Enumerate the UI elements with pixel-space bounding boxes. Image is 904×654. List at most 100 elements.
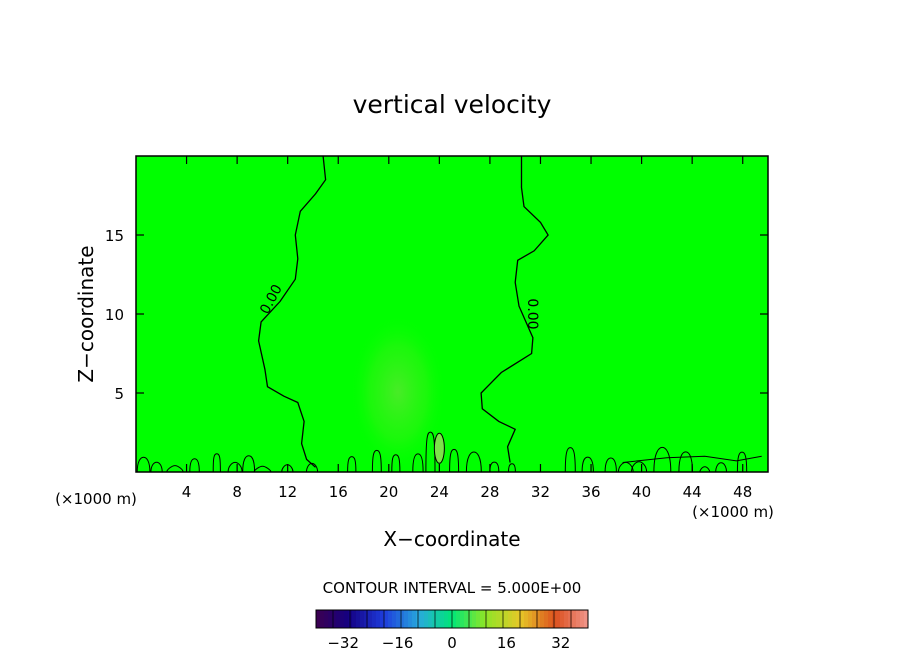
surface-contour xyxy=(508,463,516,473)
colorbar-cell xyxy=(464,610,469,628)
colorbar-cell xyxy=(384,610,389,628)
x-tick-label: 40 xyxy=(632,483,651,501)
surface-contour xyxy=(306,462,319,473)
x-tick-label: 24 xyxy=(430,483,449,501)
colorbar-cell xyxy=(408,610,413,628)
colorbar-cell xyxy=(364,610,369,628)
colorbar-cell xyxy=(580,610,585,628)
colorbar-tick-label: −16 xyxy=(382,634,414,652)
y-tick-marks: 5 10 15 xyxy=(105,227,768,403)
colorbar-cell xyxy=(516,610,521,628)
y-tick-label: 10 xyxy=(105,306,124,324)
surface-contour xyxy=(391,454,401,473)
x-axis-label: X−coordinate xyxy=(383,527,520,551)
x-tick-label: 28 xyxy=(480,483,499,501)
colorbar-cell xyxy=(400,610,405,628)
colorbar-cell xyxy=(492,610,497,628)
colorbar-cell xyxy=(436,610,441,628)
colorbar-cell xyxy=(396,610,401,628)
contour-lines xyxy=(257,155,549,468)
colorbar-frame xyxy=(315,609,589,629)
colorbar-cell xyxy=(420,610,425,628)
colorbar-cell xyxy=(440,610,445,628)
y-tick-label: 5 xyxy=(114,385,124,403)
surface-contour xyxy=(699,466,711,473)
closed-contour xyxy=(433,432,445,464)
colorbar-cell xyxy=(452,610,457,628)
colorbar-cell xyxy=(560,610,565,628)
colorbar-cell xyxy=(316,610,321,628)
y-tick-label: 15 xyxy=(105,227,124,245)
surface-contour xyxy=(449,448,460,473)
colorbar-cell xyxy=(468,610,473,628)
colorbar-cell xyxy=(352,610,357,628)
surface-contour xyxy=(412,453,424,473)
colorbar-cell xyxy=(544,610,549,628)
colorbar-cell xyxy=(536,610,541,628)
colorbar-cell xyxy=(332,610,337,628)
surface-contour xyxy=(242,455,256,473)
colorbar-cell xyxy=(428,610,433,628)
surface-contour xyxy=(678,451,693,473)
surface-contour xyxy=(465,451,482,473)
colorbar-tick-label: 32 xyxy=(551,634,570,652)
x-tick-marks: 4 8 12 16 20 24 28 32 36 40 44 48 xyxy=(182,156,752,501)
colorbar-cell xyxy=(528,610,533,628)
surface-contour xyxy=(227,461,243,473)
x-tick-label: 32 xyxy=(531,483,550,501)
colorbar-cell xyxy=(472,610,477,628)
surface-contour xyxy=(581,456,594,473)
colorbar-cell xyxy=(460,610,465,628)
chart-title: vertical velocity xyxy=(353,90,552,119)
y-axis-label: Z−coordinate xyxy=(74,245,98,382)
colorbar-cell xyxy=(404,610,409,628)
colorbar-cell xyxy=(388,610,393,628)
colorbar-cell xyxy=(456,610,461,628)
x-tick-label: 44 xyxy=(683,483,702,501)
colorbar-cell xyxy=(504,610,509,628)
contour-interval-text: CONTOUR INTERVAL = 5.000E+00 xyxy=(323,579,582,597)
colorbar-cell xyxy=(568,610,573,628)
colorbar-cell xyxy=(488,610,493,628)
contour-line-right xyxy=(480,156,549,463)
surface-contour xyxy=(189,458,200,473)
surface-contour xyxy=(564,447,576,473)
colorbar-cell xyxy=(356,610,361,628)
colorbar-cell xyxy=(556,610,561,628)
colorbar-cell xyxy=(508,610,513,628)
colorbar-cell xyxy=(360,610,365,628)
colorbar-cell xyxy=(576,610,581,628)
contour-label-right: 0.00 xyxy=(524,298,540,329)
surface-contour xyxy=(212,453,221,473)
colorbar-cell xyxy=(392,610,397,628)
surface-contour xyxy=(166,465,184,473)
colorbar-cell xyxy=(524,610,529,628)
x-tick-label: 4 xyxy=(182,483,192,501)
y-units-label: (×1000 m) xyxy=(55,490,137,508)
surface-contour xyxy=(371,449,382,473)
colorbar-cell xyxy=(412,610,417,628)
colorbar-cell xyxy=(448,610,453,628)
x-tick-label: 36 xyxy=(581,483,600,501)
x-tick-label: 8 xyxy=(232,483,242,501)
contour-field xyxy=(136,156,768,472)
contour-line-left xyxy=(257,155,327,468)
colorbar-cell xyxy=(368,610,373,628)
colorbar: −32 −16 0 16 32 xyxy=(315,609,589,652)
colorbar-cell xyxy=(512,610,517,628)
colorbar-cell xyxy=(344,610,349,628)
colorbar-cell xyxy=(432,610,437,628)
colorbar-cell xyxy=(496,610,501,628)
colorbar-tick-label: 0 xyxy=(447,634,457,652)
colorbar-cell xyxy=(540,610,545,628)
x-tick-label: 16 xyxy=(329,483,348,501)
colorbar-cell xyxy=(500,610,505,628)
colorbar-cell xyxy=(564,610,569,628)
colorbar-cell xyxy=(320,610,325,628)
colorbar-cell xyxy=(572,610,577,628)
surface-contour xyxy=(715,462,727,473)
colorbar-cell xyxy=(480,610,485,628)
colorbar-tick-label: −32 xyxy=(327,634,359,652)
colorbar-cell xyxy=(328,610,333,628)
surface-contour xyxy=(253,465,272,473)
